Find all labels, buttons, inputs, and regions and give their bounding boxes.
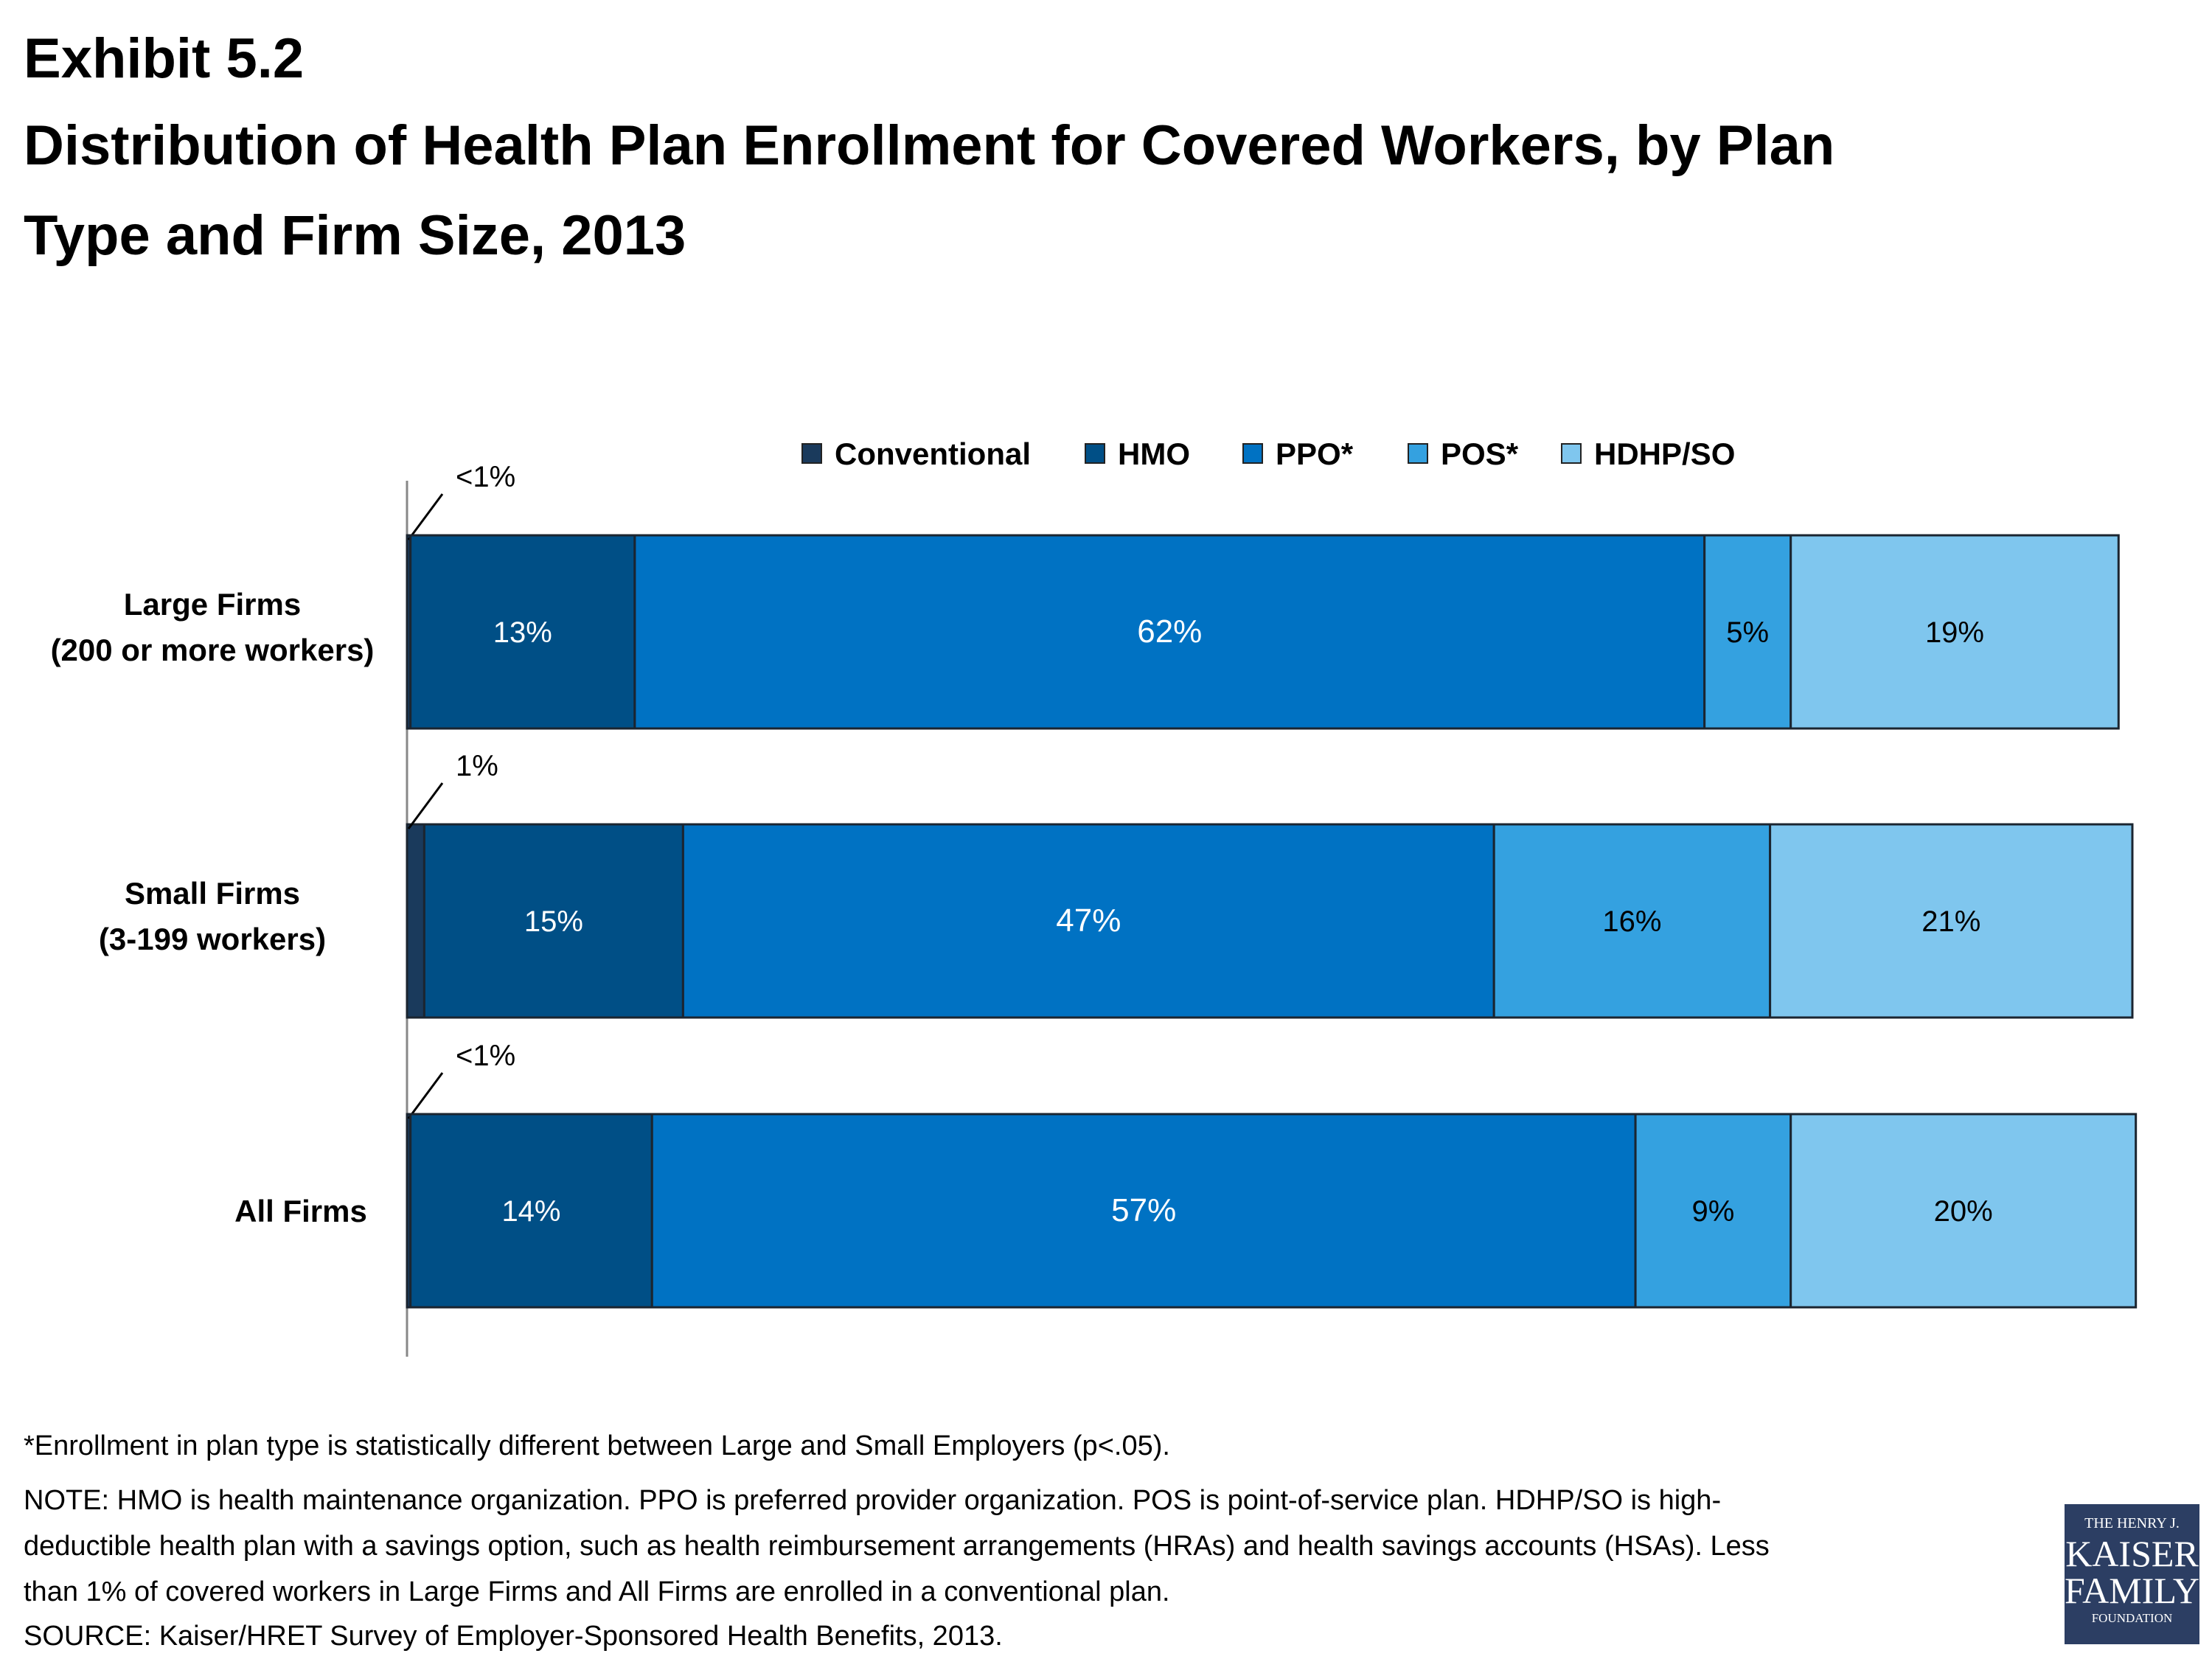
data-label-all-firms-hdhp-so: 20% [1934,1195,1993,1228]
data-label-small-firms-hmo: 15% [524,905,583,938]
bar-segment-large-firms-ppo [633,534,1706,730]
bar-segment-large-firms-pos [1703,534,1792,730]
legend-label-pos: POS* [1441,437,1519,471]
bar-segment-all-firms-ppo [650,1113,1637,1309]
stacked-bar-chart: Conventional HMO PPO* POS* HDHP/SO Large Firm… [51,437,2138,1357]
category-label-large-firms-sub: (200 or more workers) [51,633,375,667]
callout-line-large-firms [407,493,444,540]
kaiser-family-foundation-logo: THE HENRY J. KAISER FAMILY FOUNDATION [2065,1504,2199,1644]
legend-swatch-conventional [801,443,822,464]
data-label-small-firms-hdhp-so: 21% [1921,905,1980,938]
category-label-small-firms: Small Firms [125,876,300,911]
bar-segment-small-firms-hmo [422,823,684,1019]
bar-segment-all-firms-hmo [409,1113,653,1309]
category-label-small-firms-sub: (3-199 workers) [99,922,326,956]
bar-segment-small-firms-ppo [681,823,1495,1019]
data-label-small-firms-conventional: 1% [456,750,498,782]
legend-label-hdhp-so: HDHP/SO [1594,437,1735,471]
chart-title-line-2: Type and Firm Size, 2013 [24,204,686,267]
note-line-3: than 1% of covered workers in Large Firm… [24,1576,1170,1607]
data-label-large-firms-pos: 5% [1726,616,1769,649]
data-label-all-firms-hmo: 14% [501,1195,560,1228]
data-label-all-firms-conventional: <1% [456,1040,515,1072]
bar-segment-small-firms-hdhp-so [1769,823,2134,1019]
data-label-small-firms-ppo: 47% [1056,902,1121,939]
source-note: SOURCE: Kaiser/HRET Survey of Employer-S… [24,1621,1003,1652]
note-line-1: NOTE: HMO is health maintenance organiza… [24,1485,1722,1516]
legend-swatch-hdhp-so [1561,443,1582,464]
bar-segment-small-firms-conventional [406,823,425,1019]
chart-title-line-1: Distribution of Health Plan Enrollment f… [24,114,1835,177]
legend-label-conventional: Conventional [835,437,1031,471]
callout-line-all-firms [407,1072,444,1119]
legend-swatch-pos [1408,443,1428,464]
data-label-large-firms-hmo: 13% [493,616,552,649]
data-label-large-firms-conventional: <1% [456,461,515,493]
data-label-small-firms-pos: 16% [1602,905,1661,938]
data-label-large-firms-hdhp-so: 19% [1925,616,1984,649]
data-label-large-firms-ppo: 62% [1137,613,1202,650]
category-label-all-firms: All Firms [234,1194,367,1228]
bar-segment-all-firms-hdhp-so [1790,1113,2138,1309]
legend-label-hmo: HMO [1118,437,1190,471]
data-label-all-firms-ppo: 57% [1111,1192,1176,1228]
legend-swatch-hmo [1085,443,1105,464]
note-line-2: deductible health plan with a savings op… [24,1531,1770,1562]
bar-segment-small-firms-pos [1492,823,1772,1019]
bar-segment-large-firms-hmo [409,534,636,730]
legend-label-ppo: PPO* [1276,437,1354,471]
legend-swatch-ppo [1242,443,1263,464]
bar-segment-large-firms-hdhp-so [1790,534,2120,730]
data-label-all-firms-pos: 9% [1691,1195,1734,1228]
category-label-large-firms: Large Firms [124,587,301,622]
significance-footnote: *Enrollment in plan type is statisticall… [24,1430,1170,1461]
callout-line-small-firms [407,782,444,830]
exhibit-number: Exhibit 5.2 [24,27,305,90]
